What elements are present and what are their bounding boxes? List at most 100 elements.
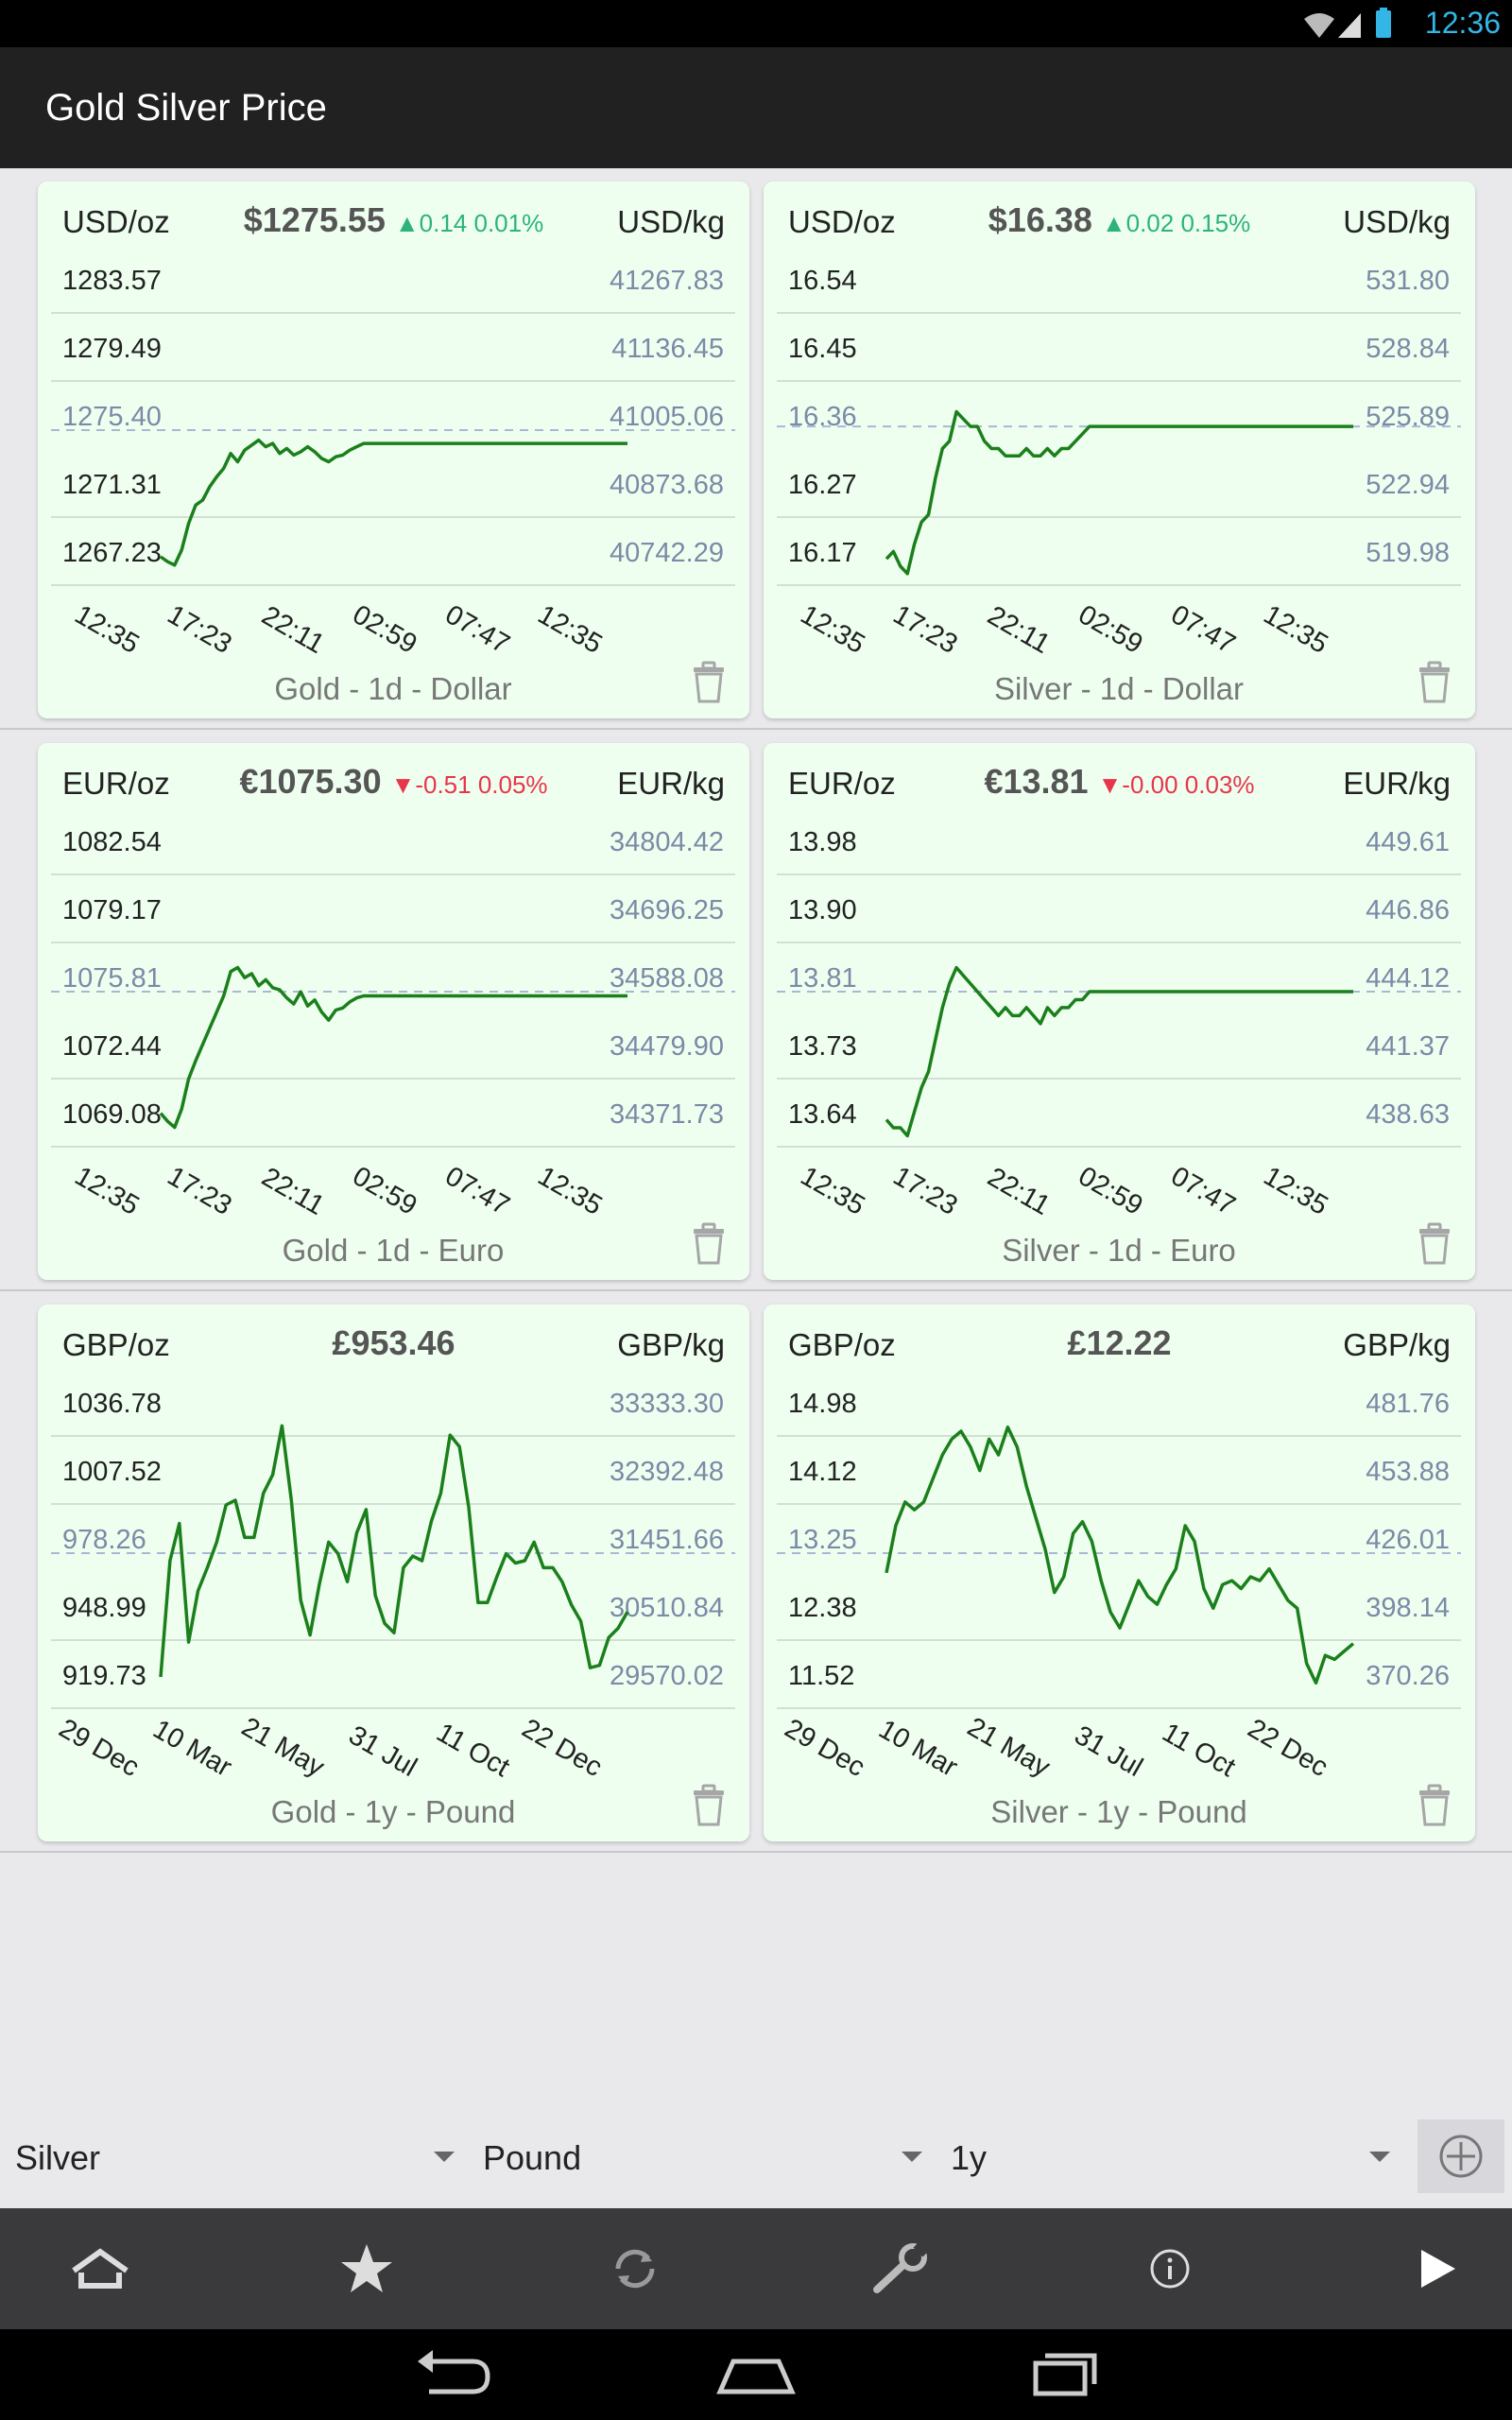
chart-card[interactable]: 14.98 481.76 14.12 453.88 13.25 426.01 12.38 39… — [764, 1305, 1475, 1841]
row-divider — [0, 1851, 1512, 1853]
chart-caption: Silver - 1d - Dollar — [994, 671, 1244, 706]
price-header: £953.46 — [38, 1323, 749, 1363]
y-tick-label-right: 29570.02 — [610, 1661, 724, 1691]
y-tick-label-right: 34696.25 — [610, 895, 724, 925]
price-chart: 16.54 531.80 16.45 528.84 16.36 525.89 16.27 52… — [777, 266, 1461, 706]
y-tick-label-right: 41267.83 — [610, 266, 724, 296]
chart-card[interactable]: 1283.57 41267.83 1279.49 41136.45 1275.40 410… — [38, 182, 749, 718]
y-tick-label: 13.64 — [788, 1099, 857, 1130]
currency-select[interactable]: Pound — [468, 2116, 936, 2199]
trash-icon[interactable] — [691, 1783, 727, 1826]
unit-per-oz: EUR/oz — [788, 766, 896, 801]
x-tick-label: 12:35 — [1259, 1161, 1333, 1221]
battery-icon — [1376, 10, 1391, 38]
y-tick-label-right: 31451.66 — [610, 1525, 724, 1555]
price-header: $1275.55 ▲0.14 0.01% — [38, 200, 749, 240]
card-grid: 1283.57 41267.83 1279.49 41136.45 1275.40 410… — [0, 168, 1512, 1853]
metal-select[interactable]: Silver — [0, 2116, 468, 2199]
x-tick-label: 17:23 — [888, 1161, 963, 1221]
y-tick-label: 1279.49 — [62, 334, 162, 364]
y-tick-label-right: 481.76 — [1366, 1389, 1450, 1419]
x-tick-label: 17:23 — [163, 599, 237, 660]
trash-icon[interactable] — [691, 1221, 727, 1265]
price-line — [159, 1424, 629, 1678]
star-icon[interactable] — [329, 2231, 404, 2307]
x-tick-label: 10 Mar — [147, 1714, 236, 1783]
y-tick-label: 919.73 — [62, 1661, 146, 1691]
recent-apps-icon[interactable] — [1007, 2342, 1121, 2407]
y-tick-label-right: 438.63 — [1366, 1099, 1450, 1130]
x-tick-label: 22:11 — [983, 1162, 1056, 1221]
unit-per-kg: EUR/kg — [617, 766, 725, 801]
y-tick-label: 1275.40 — [62, 402, 162, 432]
current-price: £953.46 — [332, 1323, 455, 1362]
chart-card[interactable]: 1036.78 33333.30 1007.52 32392.48 978.26 3145… — [38, 1305, 749, 1841]
chart-card[interactable]: 13.98 449.61 13.90 446.86 13.81 444.12 13.73 44… — [764, 743, 1475, 1280]
y-tick-label-right: 449.61 — [1366, 827, 1450, 857]
unit-per-kg: GBP/kg — [1343, 1327, 1451, 1362]
y-tick-label: 1036.78 — [62, 1389, 162, 1419]
y-tick-label: 16.54 — [788, 266, 857, 296]
price-header: €13.81 ▼-0.00 0.03% — [764, 762, 1475, 802]
y-tick-label: 1267.23 — [62, 538, 162, 568]
x-tick-label: 21 May — [962, 1712, 1056, 1784]
app-title: Gold Silver Price — [45, 87, 327, 129]
bottom-toolbar — [0, 2208, 1512, 2329]
x-tick-label: 12:35 — [1259, 599, 1333, 660]
play-icon[interactable] — [1399, 2231, 1474, 2307]
current-price: £12.22 — [1067, 1323, 1172, 1362]
wifi-icon — [1304, 13, 1334, 38]
y-tick-label: 1069.08 — [62, 1099, 162, 1130]
price-change: ▲0.02 0.15% — [1101, 209, 1251, 237]
trash-icon[interactable] — [691, 660, 727, 703]
y-tick-label: 13.25 — [788, 1525, 857, 1555]
signal-icons — [1304, 8, 1391, 38]
chart-card[interactable]: 16.54 531.80 16.45 528.84 16.36 525.89 16.27 52… — [764, 182, 1475, 718]
y-tick-label-right: 444.12 — [1366, 963, 1450, 994]
home-icon[interactable] — [62, 2231, 138, 2307]
app-bar: Gold Silver Price — [0, 47, 1512, 168]
info-icon[interactable] — [1132, 2231, 1208, 2307]
unit-per-kg: USD/kg — [617, 204, 725, 239]
trash-icon[interactable] — [1417, 1783, 1452, 1826]
price-chart: 1036.78 33333.30 1007.52 32392.48 978.26 3145… — [51, 1389, 735, 1829]
current-price: €13.81 — [984, 762, 1089, 801]
trash-icon[interactable] — [1417, 1221, 1452, 1265]
chart-card[interactable]: 1082.54 34804.42 1079.17 34696.25 1075.81 345… — [38, 743, 749, 1280]
trash-icon[interactable] — [1417, 660, 1452, 703]
y-tick-label-right: 34804.42 — [610, 827, 724, 857]
x-tick-label: 22:11 — [983, 600, 1056, 660]
period-select-value: 1y — [951, 2138, 988, 2177]
home-nav-icon[interactable] — [699, 2342, 813, 2407]
period-select[interactable]: 1y — [936, 2116, 1403, 2199]
price-header: €1075.30 ▼-0.51 0.05% — [38, 762, 749, 802]
current-price: $1275.55 — [243, 200, 386, 239]
unit-per-kg: USD/kg — [1343, 204, 1451, 239]
chart-caption: Gold - 1y - Pound — [271, 1794, 516, 1829]
x-tick-label: 12:35 — [70, 599, 145, 660]
back-icon[interactable] — [391, 2342, 505, 2407]
price-line — [885, 965, 1353, 1138]
price-chart: 13.98 449.61 13.90 446.86 13.81 444.12 13.73 44… — [777, 827, 1461, 1268]
add-circle-icon — [1439, 2135, 1483, 2178]
y-tick-label-right: 531.80 — [1366, 266, 1450, 296]
chart-caption: Silver - 1d - Euro — [1002, 1233, 1236, 1268]
currency-select-value: Pound — [483, 2138, 582, 2177]
chart-caption: Silver - 1y - Pound — [990, 1794, 1246, 1829]
price-header: £12.22 — [764, 1323, 1475, 1363]
x-tick-label: 22 Dec — [517, 1713, 608, 1783]
price-line — [885, 409, 1353, 576]
status-time: 12:36 — [1424, 6, 1501, 40]
add-chart-button[interactable] — [1418, 2119, 1504, 2193]
wrench-icon[interactable] — [864, 2231, 939, 2307]
x-tick-label: 07:47 — [440, 599, 515, 660]
unit-per-oz: GBP/oz — [62, 1327, 170, 1362]
y-tick-label-right: 528.84 — [1366, 334, 1450, 364]
y-tick-label-right: 41005.06 — [610, 402, 724, 432]
price-line — [885, 1426, 1355, 1685]
y-tick-label: 13.98 — [788, 827, 857, 857]
price-line — [159, 965, 627, 1130]
change-percent: 0.01% — [473, 209, 544, 237]
y-tick-label-right: 33333.30 — [610, 1389, 724, 1419]
refresh-icon[interactable] — [597, 2231, 673, 2307]
